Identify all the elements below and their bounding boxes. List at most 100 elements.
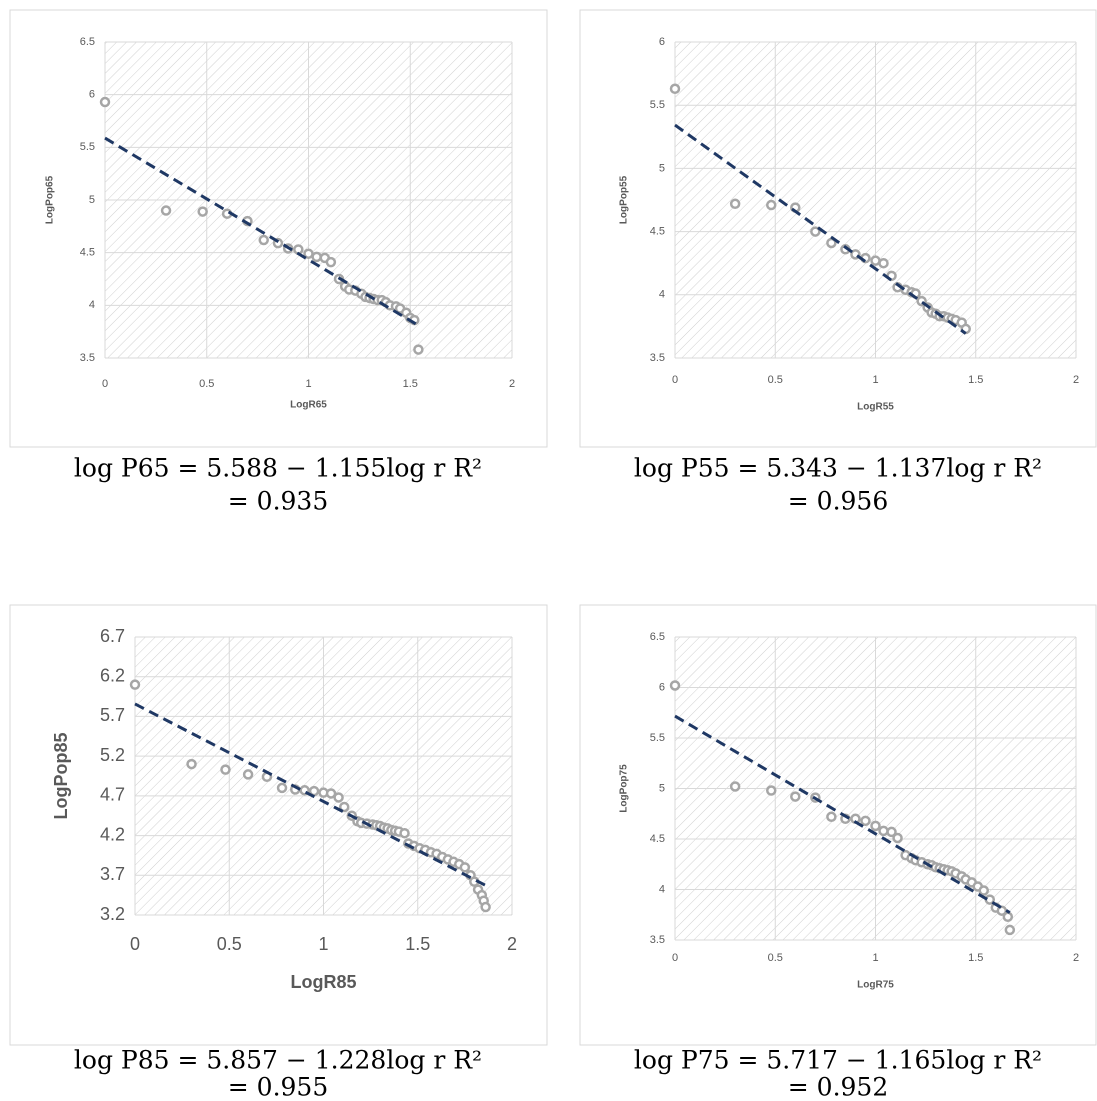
y-axis-title: LogPop75 [619, 764, 630, 813]
x-axis-title: LogR85 [290, 972, 356, 992]
scatter-point [996, 905, 1008, 916]
y-tick-label: 5.5 [650, 732, 665, 744]
y-tick-label: 3.5 [650, 352, 665, 364]
equation: log P55 = 5.343 − 1.137log r R² [634, 454, 1042, 483]
y-axis-title: LogPop65 [45, 175, 56, 224]
y-axis-title: LogPop85 [51, 732, 71, 819]
trendline [674, 714, 1011, 914]
scatter-point [220, 764, 231, 775]
y-tick-label: 4.5 [80, 247, 95, 259]
y-tick-label: 6 [659, 36, 665, 48]
equation: log P85 = 5.857 − 1.228log r R² [74, 1046, 482, 1075]
scatter-point [826, 811, 837, 823]
scatter-point [886, 826, 897, 838]
y-tick-label: 3.5 [650, 934, 665, 946]
scatter-point [765, 785, 777, 796]
y-tick-label: 4 [659, 883, 665, 895]
x-tick-label: 0.5 [199, 378, 214, 390]
scatter-point [810, 226, 821, 237]
y-tick-label: 5.5 [650, 99, 665, 111]
x-tick-label: 0 [130, 934, 140, 954]
scatter-point [669, 680, 681, 691]
trendline [104, 136, 420, 327]
scatter-point [459, 862, 471, 873]
scatter-point [669, 83, 681, 95]
equation: log P65 = 5.588 − 1.155log r R² [74, 454, 482, 483]
y-tick-label: 3.2 [100, 904, 125, 924]
scatter-point [729, 781, 741, 792]
x-tick-label: 0.5 [217, 934, 242, 954]
equation: = 0.956 [788, 487, 888, 516]
scatter-point [129, 679, 141, 690]
scatter-point [765, 199, 777, 211]
trendline [674, 123, 967, 335]
x-tick-label: 0.5 [768, 952, 783, 964]
x-axis-title: LogR75 [857, 980, 894, 991]
trendline [134, 702, 487, 887]
y-tick-label: 5 [659, 162, 665, 174]
y-tick-label: 6.5 [80, 36, 95, 48]
y-tick-label: 5 [659, 782, 665, 794]
x-tick-label: 1.5 [403, 378, 418, 390]
x-tick-label: 0 [672, 952, 678, 964]
x-tick-label: 1.5 [968, 952, 983, 964]
y-tick-label: 4 [89, 299, 95, 311]
equation: = 0.935 [228, 487, 328, 516]
scatter-point [160, 205, 172, 216]
scatter-point [870, 820, 881, 832]
scatter-point [892, 832, 903, 844]
x-tick-label: 0 [102, 378, 108, 390]
equation: log P75 = 5.717 − 1.165log r R² [634, 1046, 1042, 1075]
scatter-point [878, 825, 889, 837]
y-tick-label: 6 [89, 89, 95, 101]
x-tick-label: 1 [305, 378, 311, 390]
y-tick-label: 4.2 [100, 824, 125, 844]
x-tick-label: 1.5 [405, 934, 430, 954]
scatter-point [242, 769, 254, 780]
scatter-point [333, 792, 344, 803]
x-tick-label: 1 [872, 374, 878, 386]
scatter-point [197, 206, 208, 217]
y-tick-label: 6.5 [650, 631, 665, 643]
y-tick-label: 5.5 [80, 141, 95, 153]
y-tick-label: 4 [659, 289, 665, 301]
x-axis-title: LogR65 [290, 400, 327, 411]
equation: = 0.955 [228, 1073, 328, 1101]
y-tick-label: 3.5 [80, 352, 95, 364]
scatter-point [1004, 924, 1016, 936]
scatter-point [99, 96, 111, 108]
scatter-point [311, 251, 322, 263]
y-tick-label: 6.7 [100, 626, 125, 646]
equation: = 0.952 [788, 1073, 888, 1101]
scatter-point [790, 791, 801, 802]
y-axis-title: LogPop55 [619, 175, 630, 224]
x-tick-label: 2 [1073, 374, 1079, 386]
y-tick-label: 6 [659, 681, 665, 693]
x-tick-label: 0.5 [768, 374, 783, 386]
x-tick-label: 2 [1073, 952, 1079, 964]
y-tick-label: 5 [89, 194, 95, 206]
scatter-point [338, 801, 350, 813]
x-axis-title: LogR55 [857, 402, 894, 413]
scatter-point [399, 827, 410, 839]
x-tick-label: 2 [509, 378, 515, 390]
scatter-point [186, 758, 197, 770]
scatter-point [878, 257, 889, 269]
scatter-point [413, 344, 424, 355]
scatter-point [258, 234, 269, 246]
y-tick-label: 4.5 [650, 833, 665, 845]
y-tick-label: 5.7 [100, 705, 125, 725]
y-tick-label: 3.7 [100, 864, 125, 884]
x-tick-label: 2 [507, 934, 517, 954]
x-tick-label: 1 [872, 952, 878, 964]
scatter-point [729, 198, 741, 210]
x-tick-label: 0 [672, 374, 678, 386]
scatter-point [325, 788, 337, 799]
scatter-point [325, 256, 337, 268]
y-tick-label: 5.2 [100, 745, 125, 765]
scatter-point [978, 885, 990, 896]
scatter-point [480, 901, 491, 913]
x-tick-label: 1.5 [968, 374, 983, 386]
scatter-point [276, 782, 288, 794]
